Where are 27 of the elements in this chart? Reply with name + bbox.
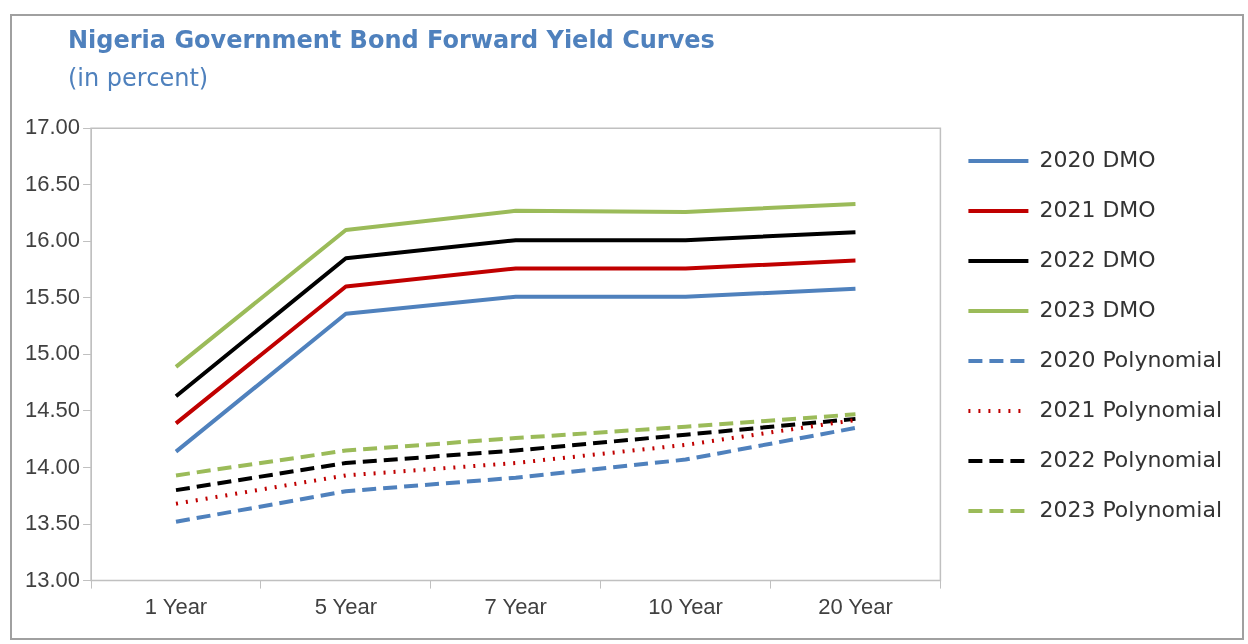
x-tick-label: 5 Year bbox=[314, 593, 378, 619]
legend-label: 2022 Polynomial bbox=[1039, 446, 1223, 472]
x-tick-label: 20 Year bbox=[818, 593, 893, 619]
y-tick-label: 16.50 bbox=[24, 170, 81, 196]
line-series bbox=[173, 416, 858, 493]
y-tick-label: 13.00 bbox=[24, 566, 81, 592]
x-tick-label: 1 Year bbox=[144, 593, 208, 619]
legend-label: 2021 Polynomial bbox=[1039, 396, 1223, 422]
line-series bbox=[173, 425, 858, 524]
chart-subtitle: (in percent) bbox=[68, 64, 209, 92]
y-tick-label: 13.50 bbox=[24, 510, 81, 536]
y-tick-label: 17.00 bbox=[24, 114, 81, 140]
legend-label: 2020 Polynomial bbox=[1039, 346, 1223, 372]
y-tick-label: 14.00 bbox=[24, 453, 81, 479]
y-tick-label: 15.50 bbox=[24, 283, 81, 309]
y-tick-label: 14.50 bbox=[24, 397, 81, 423]
y-tick-label: 15.00 bbox=[24, 340, 81, 366]
chart-title: Nigeria Government Bond Forward Yield Curves bbox=[68, 26, 715, 54]
legend-label: 2023 Polynomial bbox=[1039, 496, 1223, 522]
line-series bbox=[173, 412, 858, 478]
legend-label: 2020 DMO bbox=[1039, 146, 1156, 172]
legend-label: 2022 DMO bbox=[1039, 246, 1156, 272]
legend-label: 2023 DMO bbox=[1039, 296, 1156, 322]
x-tick-label: 7 Year bbox=[484, 593, 547, 619]
y-tick-label: 16.00 bbox=[24, 227, 81, 253]
x-tick-label: 10 Year bbox=[648, 593, 723, 619]
legend-label: 2021 DMO bbox=[1039, 196, 1156, 222]
